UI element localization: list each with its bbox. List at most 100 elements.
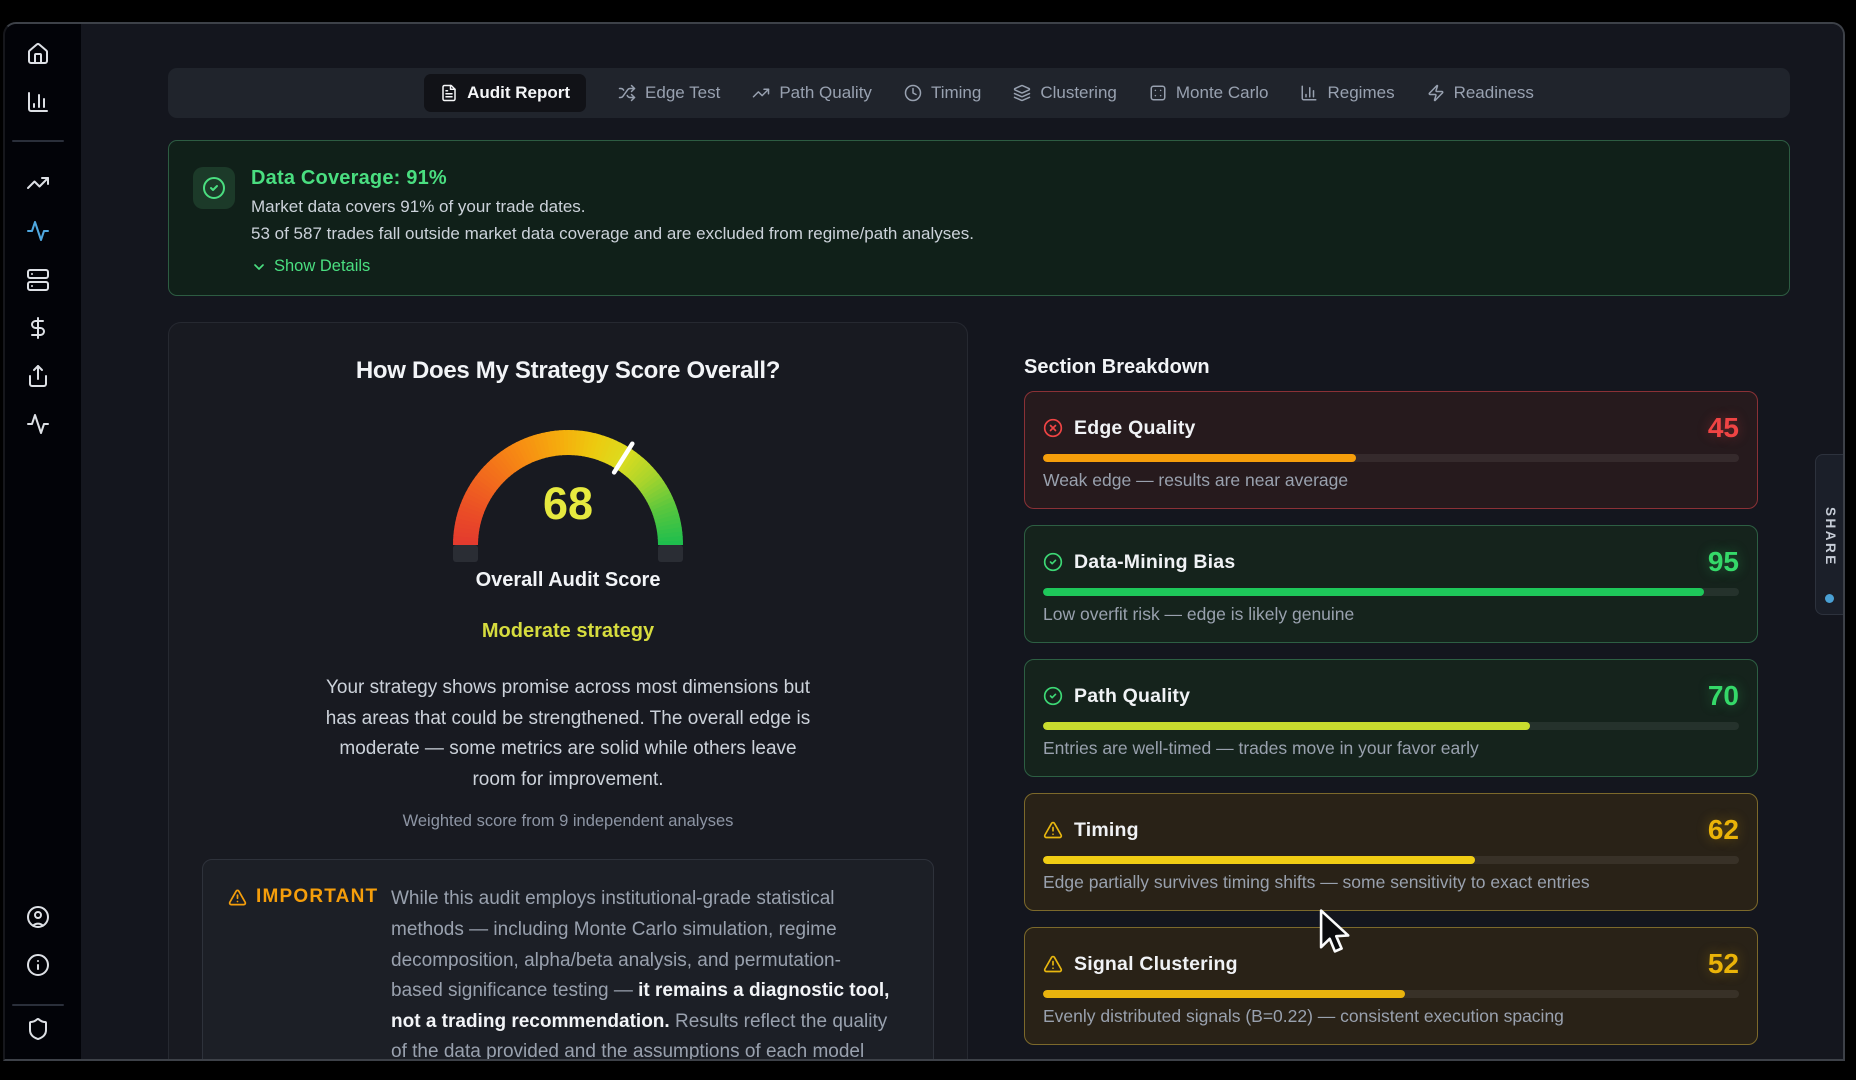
tab-label: Edge Test (645, 83, 721, 102)
circle-check-icon (1043, 686, 1063, 706)
chart-column-icon (1300, 84, 1318, 102)
tab-bar: Audit Report Edge Test Path Quality Timing C… (168, 68, 1790, 118)
coverage-line-1: Market data covers 91% of your trade dat… (251, 197, 586, 216)
clock-icon (904, 84, 922, 102)
section-card-data-mining-bias: Data-Mining Bias 95 Low overfit risk — edg… (1024, 525, 1758, 643)
important-text-segment: While this audit employs institutional-g… (391, 888, 841, 1002)
sidebar-item-home[interactable] (26, 42, 50, 66)
sidebar (5, 24, 81, 1059)
tab-path-quality[interactable]: Path Quality (752, 83, 872, 103)
section-title: Timing (1074, 818, 1139, 841)
window-inner: Audit Report Edge Test Path Quality Timing C… (5, 24, 1843, 1059)
share-tab[interactable]: SHARE (1815, 454, 1843, 615)
section-progress-fill (1043, 588, 1705, 596)
section-card-path-quality: Path Quality 70 Entries are well-timed — t… (1024, 659, 1758, 777)
important-text-segment: Results reflect the quality of the data … (391, 1010, 888, 1061)
section-progress-track (1043, 588, 1739, 596)
sidebar-item-activity[interactable] (26, 219, 50, 243)
section-progress-track (1043, 454, 1739, 462)
score-gauge: 68 (438, 424, 698, 574)
section-progress-track (1043, 722, 1739, 730)
share-tab-label: SHARE (1823, 507, 1838, 567)
section-card-timing: Timing 62 Edge partially survives timing s… (1024, 793, 1758, 911)
coverage-check-iconbox (193, 167, 235, 209)
tab-edge-test[interactable]: Edge Test (618, 83, 720, 103)
show-details-toggle[interactable]: Show Details (251, 257, 974, 276)
overall-verdict: Moderate strategy (481, 620, 655, 642)
sidebar-item-server[interactable] (26, 268, 50, 292)
tab-monte-carlo[interactable]: Monte Carlo (1149, 83, 1269, 103)
section-title: Edge Quality (1074, 416, 1196, 439)
gauge-score-value: 68 (543, 478, 593, 529)
triangle-alert-icon (228, 886, 247, 907)
zap-icon (1427, 84, 1445, 102)
important-note: IMPORTANT While this audit employs insti… (202, 859, 934, 1061)
sidebar-item-dollar-sign[interactable] (26, 316, 50, 340)
sidebar-item-info[interactable] (26, 953, 50, 977)
tab-label: Audit Report (467, 83, 571, 102)
section-description: Entries are well-timed — trades move in … (1043, 738, 1479, 758)
overall-score-label: Overall Audit Score (475, 569, 661, 591)
section-score: 52 (1707, 948, 1739, 979)
sidebar-item-activity[interactable] (26, 412, 50, 436)
important-bold-segment: it remains a diagnostic tool, not a trad… (391, 980, 890, 1032)
tab-label: Timing (930, 83, 982, 102)
overall-title: How Does My Strategy Score Overall? (355, 357, 781, 384)
main-content: Audit Report Edge Test Path Quality Timing C… (81, 24, 1843, 1059)
overall-score-card: How Does My Strategy Score Overall? 68 O… (168, 322, 968, 1061)
circle-x-icon (1043, 418, 1063, 438)
section-score: 62 (1707, 814, 1739, 845)
section-progress-fill (1043, 722, 1531, 730)
tab-clustering[interactable]: Clustering (1013, 83, 1117, 103)
section-description: Weak edge — results are near average (1043, 470, 1349, 490)
section-card-list: Edge Quality 45 Weak edge — results are ne… (1024, 391, 1758, 1045)
overall-footnote: Weighted score from 9 independent analys… (402, 812, 734, 831)
important-text: While this audit employs institutional-g… (391, 884, 909, 1061)
chevron-down-icon (251, 259, 267, 275)
section-score: 45 (1707, 412, 1739, 443)
circle-check-icon (1043, 552, 1063, 572)
tab-regimes[interactable]: Regimes (1300, 83, 1395, 103)
tab-timing[interactable]: Timing (904, 83, 981, 103)
section-progress-track (1043, 856, 1739, 864)
section-description: Low overfit risk — edge is likely genuin… (1043, 604, 1355, 624)
tab-label: Readiness (1453, 83, 1534, 102)
section-score: 95 (1707, 546, 1739, 577)
tab-label: Monte Carlo (1175, 83, 1269, 102)
file-text-icon (440, 84, 458, 102)
show-details-label: Show Details (274, 257, 371, 275)
tab-label: Path Quality (779, 83, 872, 102)
sidebar-item-shield[interactable] (26, 1017, 50, 1041)
tab-readiness[interactable]: Readiness (1427, 83, 1534, 103)
sidebar-item-share[interactable] (26, 364, 50, 388)
sidebar-divider (12, 140, 64, 142)
mouse-cursor (1319, 909, 1350, 953)
dice-icon (1149, 84, 1167, 102)
section-progress-fill (1043, 454, 1357, 462)
coverage-line-2: 53 of 587 trades fall outside market dat… (251, 224, 974, 243)
tab-label: Regimes (1327, 83, 1395, 102)
layers-icon (1013, 84, 1031, 102)
trending-up-icon (752, 84, 770, 102)
section-breakdown-header: Section Breakdown (1024, 356, 1210, 378)
section-card-edge-quality: Edge Quality 45 Weak edge — results are ne… (1024, 391, 1758, 509)
coverage-title: Data Coverage: 91% (251, 167, 447, 189)
sidebar-item-trending-up[interactable] (26, 171, 50, 195)
section-title: Data-Mining Bias (1074, 550, 1236, 573)
section-description: Evenly distributed signals (B=0.22) — co… (1043, 1006, 1564, 1026)
tab-label: Clustering (1040, 83, 1117, 102)
section-progress-fill (1043, 856, 1475, 864)
section-card-signal-clustering: Signal Clustering 52 Evenly distributed si… (1024, 927, 1758, 1045)
section-description: Edge partially survives timing shifts — … (1043, 872, 1590, 892)
sidebar-divider (12, 1004, 64, 1006)
data-coverage-alert: Data Coverage: 91% Market data covers 91… (168, 140, 1790, 296)
section-title: Path Quality (1074, 684, 1191, 707)
section-progress-fill (1043, 990, 1405, 998)
sidebar-item-chart-column[interactable] (26, 90, 50, 114)
sidebar-item-circle-user[interactable] (26, 905, 50, 929)
triangle-alert-icon (1043, 954, 1063, 974)
tab-audit-report[interactable]: Audit Report (424, 74, 587, 112)
triangle-alert-icon (1043, 820, 1063, 840)
section-breakdown: Section Breakdown Edge Quality 45 Weak edg… (1024, 322, 1758, 1045)
overall-summary: Your strategy shows promise across most … (325, 677, 811, 790)
